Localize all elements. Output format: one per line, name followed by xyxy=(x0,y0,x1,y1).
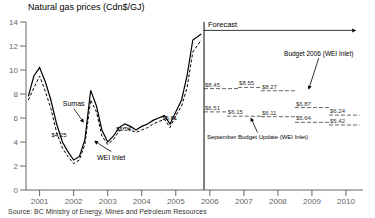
svg-text:2008: 2008 xyxy=(269,197,287,206)
html-text:Source: BC Ministry of Energy,: Source: BC Ministry of Energy, Mines and… xyxy=(8,208,207,215)
svg-text:2010: 2010 xyxy=(337,197,355,206)
svg-text:$6.11: $6.11 xyxy=(262,110,277,116)
svg-text:12: 12 xyxy=(9,42,18,51)
svg-text:$8.27: $8.27 xyxy=(262,84,278,90)
svg-text:$5.42: $5.42 xyxy=(330,118,346,124)
svg-text:2007: 2007 xyxy=(235,197,253,206)
svg-text:$6.87: $6.87 xyxy=(296,101,312,107)
svg-text:10: 10 xyxy=(9,66,18,75)
svg-text:0: 0 xyxy=(14,186,19,195)
svg-text:Forecast: Forecast xyxy=(208,20,238,29)
svg-text:$8.45: $8.45 xyxy=(205,82,221,88)
svg-text:2009: 2009 xyxy=(303,197,321,206)
svg-text:4: 4 xyxy=(14,138,19,147)
svg-text:2002: 2002 xyxy=(65,197,83,206)
svg-text:$6.51: $6.51 xyxy=(205,105,221,111)
svg-text:$5.06: $5.06 xyxy=(116,126,132,132)
svg-text:$5.61: $5.61 xyxy=(162,115,178,121)
svg-text:$6.24: $6.24 xyxy=(330,108,346,114)
svg-text:Sumas: Sumas xyxy=(63,100,85,107)
svg-text:2001: 2001 xyxy=(31,197,49,206)
svg-text:2: 2 xyxy=(14,162,19,171)
svg-text:$8.55: $8.55 xyxy=(239,80,255,86)
svg-text:September Budget Update (WEI I: September Budget Update (WEI Inlet) xyxy=(207,134,308,140)
svg-text:$6.15: $6.15 xyxy=(228,109,244,115)
svg-text:8: 8 xyxy=(14,90,19,99)
svg-text:2006: 2006 xyxy=(201,197,219,206)
svg-text:$4.25: $4.25 xyxy=(52,132,68,138)
svg-text:WEI Inlet: WEI Inlet xyxy=(97,154,125,161)
svg-text:2003: 2003 xyxy=(99,197,117,206)
svg-text:6: 6 xyxy=(14,114,19,123)
svg-text:$5.64: $5.64 xyxy=(296,115,312,121)
svg-text:Budget 2006 (WEI Inlet): Budget 2006 (WEI Inlet) xyxy=(284,50,353,58)
html-text:Natural gas prices (Cdn$/GJ): Natural gas prices (Cdn$/GJ) xyxy=(28,2,145,12)
svg-text:2004: 2004 xyxy=(133,197,151,206)
svg-text:14: 14 xyxy=(9,18,18,27)
svg-text:2005: 2005 xyxy=(167,197,185,206)
